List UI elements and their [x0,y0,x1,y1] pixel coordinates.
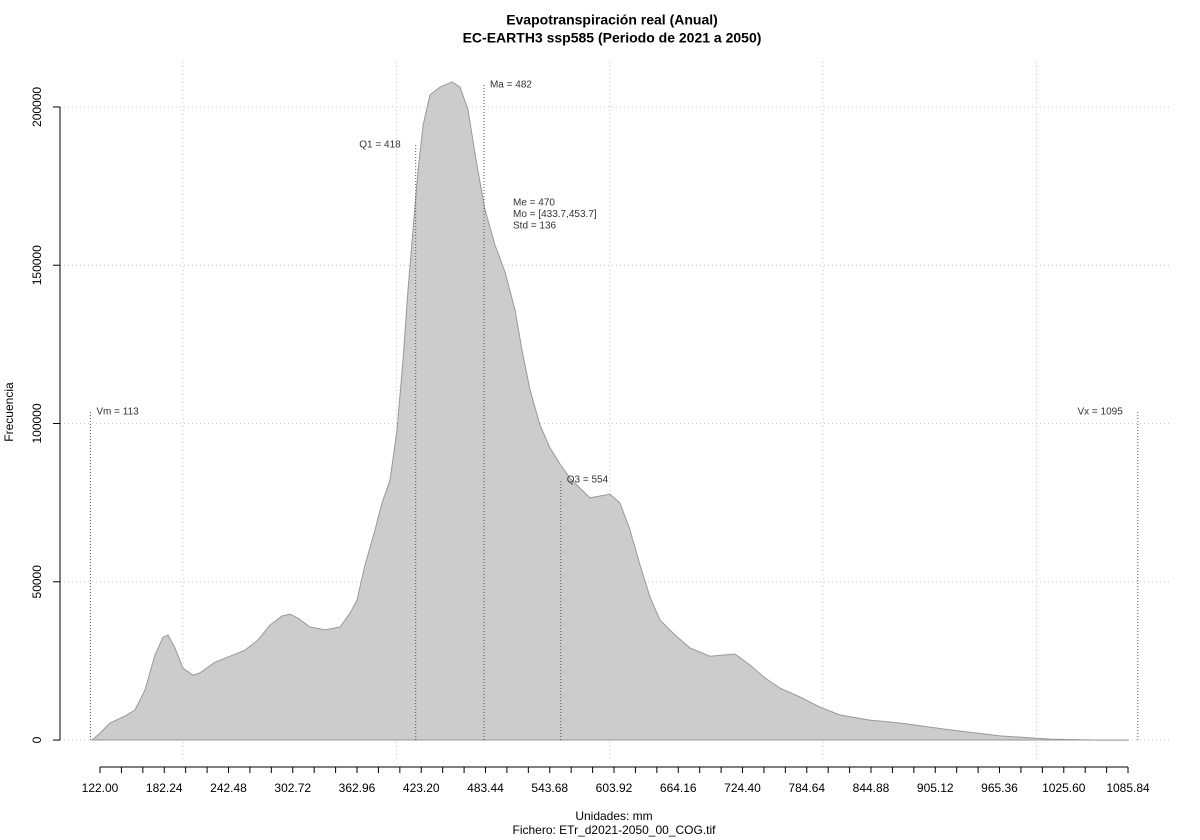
chart-subtitle: EC-EARTH3 ssp585 (Periodo de 2021 a 2050… [463,30,762,46]
annotation-label: Q1 = 418 [359,140,401,151]
chart-title: Evapotranspiración real (Anual) [506,12,718,28]
y-axis-label: Frecuencia [2,382,16,442]
y-tick-label: 0 [30,736,44,743]
x-tick-label: 905.12 [917,781,954,795]
stats-label: Mo = [433.7,453.7] [513,209,597,220]
x-tick-label: 1025.60 [1042,781,1086,795]
density-area [91,81,1129,742]
annotation-label: Vx = 1095 [1077,407,1123,418]
x-tick-label: 844.88 [853,781,890,795]
x-tick-label: 724.40 [724,781,761,795]
x-tick-label: 122.00 [82,781,119,795]
y-tick-label: 50000 [30,565,44,599]
y-tick-label: 100000 [30,403,44,443]
annotation-label: Q3 = 554 [567,475,609,486]
x-tick-label: 423.20 [403,781,440,795]
footnote: Fichero: ETr_d2021-2050_00_COG.tif [513,823,717,837]
x-tick-label: 302.72 [274,781,311,795]
x-tick-label: 543.68 [531,781,568,795]
x-tick-label: 362.96 [339,781,376,795]
x-tick-label: 664.16 [660,781,697,795]
x-tick-label: 1085.84 [1106,781,1150,795]
annotation-label: Vm = 113 [96,407,139,418]
x-tick-label: 784.64 [788,781,825,795]
x-tick-label: 965.36 [981,781,1018,795]
x-tick-label: 483.44 [467,781,504,795]
x-tick-label: 182.24 [146,781,183,795]
y-tick-label: 150000 [30,245,44,285]
stats-label: Std = 136 [513,221,557,232]
y-tick-label: 200000 [30,87,44,127]
stats-label: Me = 470 [513,198,555,209]
x-axis-label: Unidades: mm [575,809,652,823]
annotation-label: Ma = 482 [490,80,532,91]
x-tick-label: 603.92 [596,781,633,795]
x-tick-label: 242.48 [210,781,247,795]
